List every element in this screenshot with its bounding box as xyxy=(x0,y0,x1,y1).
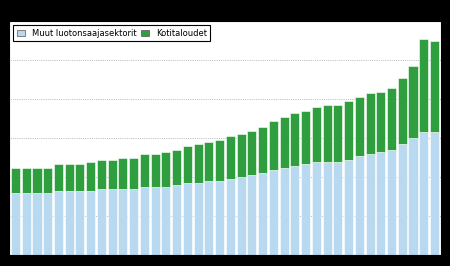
Bar xyxy=(183,146,192,183)
Bar xyxy=(258,173,267,255)
Bar xyxy=(430,132,439,255)
Bar xyxy=(290,166,299,255)
Bar xyxy=(226,136,235,179)
Bar xyxy=(86,162,95,191)
Bar xyxy=(129,158,138,189)
Bar xyxy=(22,193,31,255)
Bar xyxy=(162,152,171,187)
Bar xyxy=(11,193,20,255)
Bar xyxy=(183,183,192,255)
Bar xyxy=(301,164,310,255)
Bar xyxy=(365,154,375,255)
Bar xyxy=(162,187,171,255)
Bar xyxy=(54,191,63,255)
Bar xyxy=(86,191,95,255)
Bar xyxy=(376,152,385,255)
Bar xyxy=(172,185,181,255)
Bar xyxy=(237,134,246,177)
Bar xyxy=(419,39,428,132)
Bar xyxy=(279,168,288,255)
Bar xyxy=(387,150,396,255)
Bar xyxy=(409,66,418,138)
Bar xyxy=(365,93,375,154)
Bar xyxy=(269,121,278,169)
Bar xyxy=(398,78,407,144)
Bar xyxy=(344,101,353,160)
Bar xyxy=(248,131,256,175)
Bar xyxy=(355,97,364,156)
Bar xyxy=(172,150,181,185)
Bar xyxy=(140,154,149,187)
Bar xyxy=(151,154,160,187)
Bar xyxy=(75,164,85,191)
Bar xyxy=(398,144,407,255)
Bar xyxy=(226,179,235,255)
Bar xyxy=(118,189,127,255)
Bar xyxy=(118,158,127,189)
Bar xyxy=(140,187,149,255)
Bar xyxy=(312,107,321,162)
Bar xyxy=(151,187,160,255)
Bar xyxy=(269,169,278,255)
Bar xyxy=(323,162,332,255)
Bar xyxy=(279,117,288,168)
Bar xyxy=(204,181,213,255)
Bar xyxy=(75,191,85,255)
Bar xyxy=(11,168,20,193)
Bar xyxy=(215,181,224,255)
Bar xyxy=(258,127,267,173)
Bar xyxy=(54,164,63,191)
Bar xyxy=(248,175,256,255)
Bar xyxy=(97,189,106,255)
Bar xyxy=(419,132,428,255)
Bar xyxy=(65,191,74,255)
Bar xyxy=(97,160,106,189)
Bar xyxy=(312,162,321,255)
Bar xyxy=(204,142,213,181)
Bar xyxy=(32,168,41,193)
Bar xyxy=(430,41,439,132)
Legend: Muut luotonsaajasektorit, Kotitaloudet: Muut luotonsaajasektorit, Kotitaloudet xyxy=(13,26,211,41)
Bar xyxy=(129,189,138,255)
Bar xyxy=(22,168,31,193)
Bar xyxy=(43,168,52,193)
Bar xyxy=(387,88,396,150)
Bar xyxy=(301,111,310,164)
Bar xyxy=(409,138,418,255)
Bar xyxy=(237,177,246,255)
Bar xyxy=(194,183,202,255)
Bar xyxy=(333,162,342,255)
Bar xyxy=(65,164,74,191)
Bar xyxy=(290,113,299,166)
Bar xyxy=(215,140,224,181)
Bar xyxy=(323,105,332,162)
Bar xyxy=(108,160,117,189)
Bar xyxy=(43,193,52,255)
Bar xyxy=(32,193,41,255)
Bar xyxy=(333,105,342,162)
Bar xyxy=(344,160,353,255)
Bar xyxy=(376,92,385,152)
Bar xyxy=(194,144,202,183)
Bar xyxy=(108,189,117,255)
Bar xyxy=(355,156,364,255)
